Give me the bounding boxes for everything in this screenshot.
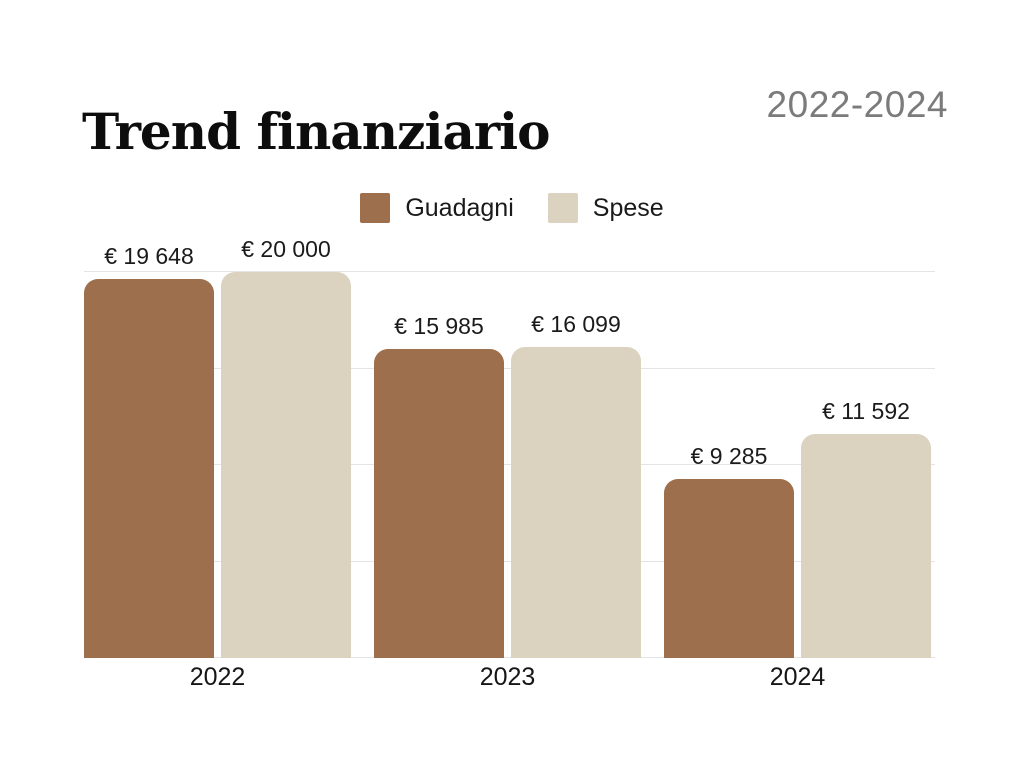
bar-value-label-guadagni-2023: € 15 985 [394, 313, 484, 339]
bar-chart: € 19 648 € 20 000 2022 € 15 985 € 16 099 2023… [84, 236, 935, 691]
gridline-10000 [84, 464, 935, 465]
bar-guadagni-2024 [664, 479, 794, 658]
bar-value-label-spese-2023: € 16 099 [531, 311, 621, 337]
bar-value-label-spese-2022: € 20 000 [241, 236, 331, 262]
bar-spese-2024 [801, 434, 931, 658]
x-axis-label-2023: 2023 [479, 663, 536, 691]
gridline-5000 [84, 560, 935, 562]
gridline-0 [84, 657, 935, 658]
gridline-15000 [84, 367, 935, 369]
period-label: 2022-2024 [766, 84, 948, 125]
x-axis-label-2022: 2022 [189, 663, 246, 691]
bar-guadagni-2022 [84, 279, 214, 658]
bar-spese-2023 [511, 347, 641, 658]
bar-value-label-spese-2024: € 11 592 [822, 398, 910, 424]
legend-item-spese: Spese [547, 193, 664, 223]
legend-label-guadagni: Guadagni [405, 193, 514, 222]
x-axis-label-2024: 2024 [769, 663, 826, 691]
bar-guadagni-2023 [374, 349, 504, 658]
bar-value-label-guadagni-2024: € 9 285 [690, 443, 768, 469]
guadagni-color-swatch [360, 193, 391, 223]
chart-legend: Guadagni Spese [0, 193, 1024, 223]
spese-color-swatch [547, 193, 578, 223]
legend-label-spese: Spese [592, 193, 664, 222]
bar-value-label-guadagni-2022: € 19 648 [104, 243, 194, 269]
bar-spese-2022 [221, 272, 351, 658]
legend-item-guadagni: Guadagni [360, 193, 514, 223]
gridline-20000 [84, 271, 935, 272]
page-title: Trend finanziario [82, 101, 551, 161]
